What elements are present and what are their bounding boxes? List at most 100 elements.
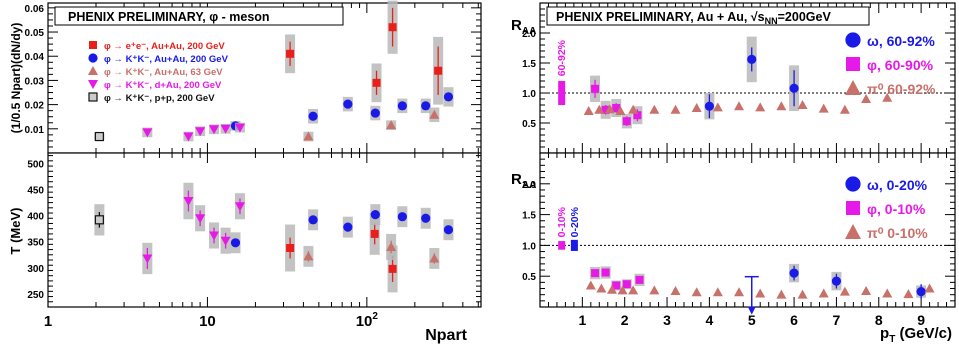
legend-marker (88, 53, 98, 63)
legend-marker (846, 57, 860, 71)
data-point (615, 106, 626, 115)
legend-marker (846, 201, 860, 215)
data-point (691, 103, 702, 112)
legend-marker (845, 224, 861, 239)
legend-marker (845, 32, 861, 48)
data-point (94, 131, 104, 142)
data-point (670, 104, 681, 114)
y-tick-label: 2.0 (522, 180, 536, 191)
legend-label: φ, 60-90% (867, 57, 934, 73)
legend-marker (89, 41, 97, 49)
data-point (916, 287, 926, 297)
legend-label: φ → K⁺K⁻, Au+Au, 200 GeV (104, 54, 229, 65)
data-point (372, 78, 381, 87)
right-bottom-ylabel: RAA (511, 171, 536, 191)
right-bottom-marks: 0-10% 0-20% (556, 206, 935, 315)
left-legend: φ → e⁺e⁻, Au+Au, 200 GeV φ → K⁺K⁻, Au+Au,… (88, 41, 229, 104)
data-point (286, 49, 295, 58)
data-point (882, 288, 893, 298)
right-banner-box (546, 6, 870, 26)
data-point (670, 285, 681, 295)
y-tick-label: 1.5 (522, 211, 536, 222)
data-point (797, 289, 808, 299)
data-point (818, 103, 829, 113)
y-tick-label: 0.01 (25, 125, 45, 136)
y-tick-label: 350 (27, 238, 44, 249)
data-point (734, 101, 745, 111)
data-point (183, 197, 194, 207)
right-xlabel-tail: (GeV/c) (895, 325, 952, 342)
data-point (585, 280, 596, 290)
left-bottom-axes: 1 10 102 250 300 350 400 450 500 (27, 153, 481, 330)
legend-marker (845, 176, 861, 192)
data-point (831, 276, 842, 286)
x-tick-label: 8 (875, 312, 883, 328)
data-point (209, 125, 220, 135)
data-point (397, 212, 407, 222)
data-point (622, 117, 631, 126)
right-banner: PHENIX PRELIMINARY, Au + Au, √sNN=200GeV (556, 10, 831, 26)
y-tick-label: 400 (27, 212, 44, 223)
data-point (220, 236, 231, 246)
y-tick-label: 450 (27, 186, 44, 197)
data-point (234, 202, 245, 212)
legend-label: φ → K⁺K⁻, p+p, 200 GeV (104, 93, 215, 104)
right-bottom-ylabel-main: R (511, 171, 522, 188)
data-point (776, 101, 787, 111)
data-point (649, 285, 660, 295)
norm-bar (558, 241, 566, 250)
left-top-frame (47, 2, 482, 154)
x-tick-label: 5 (748, 312, 756, 328)
data-point (612, 281, 621, 290)
y-tick-label: 500 (27, 159, 44, 170)
data-point (861, 94, 872, 103)
data-point (755, 288, 766, 298)
data-point (343, 99, 353, 109)
y-tick-label: 0.04 (25, 52, 45, 63)
right-xlabel: pT (GeV/c) (880, 325, 952, 345)
x-tick-label: 7 (833, 312, 841, 328)
data-point (622, 280, 631, 289)
data-point (209, 231, 220, 241)
left-top-axes: 0.01 0.02 0.03 0.04 0.05 0.06 (25, 3, 481, 153)
norm-bar (570, 239, 578, 251)
data-point (421, 213, 431, 223)
legend-marker (845, 80, 861, 95)
norm-label: 0-10% (556, 206, 568, 237)
right-bottom-frame (539, 152, 956, 308)
x-tick-label: 9 (917, 312, 925, 328)
data-point (617, 285, 628, 295)
left-bottom-marks (94, 182, 454, 293)
right-xlabel-main: p (880, 325, 889, 342)
data-point (776, 289, 787, 299)
data-point (628, 104, 639, 114)
data-point (386, 241, 397, 251)
y-tick-label: 250 (27, 290, 44, 301)
legend-marker (88, 92, 98, 102)
data-point (234, 123, 245, 133)
legend-label: φ, 0-10% (867, 201, 926, 217)
data-point (601, 268, 610, 277)
y-tick-label: 300 (27, 264, 44, 275)
data-point (712, 287, 723, 297)
y-tick-label: 0.06 (25, 4, 45, 15)
y-tick-label: 1.5 (522, 59, 536, 70)
legend-label: φ → K⁺K⁻, Au+Au, 63 GeV (104, 67, 223, 78)
data-point (604, 104, 615, 114)
right-banner-main: PHENIX PRELIMINARY, Au + Au, √s (556, 10, 765, 24)
data-point (839, 104, 850, 114)
right-banner-sub: NN (765, 16, 778, 26)
data-point (649, 104, 660, 114)
data-point (712, 102, 723, 112)
left-panel: 0.01 0.02 0.03 0.04 0.05 0.06 1 10 102 250 300 350… (8, 0, 482, 344)
data-point (635, 275, 644, 284)
right-panel: 0.5 1.0 1.5 2.0 1 2 3 4 5 6 7 8 9 0.5 1.0 1.5 2.0 60-92… (511, 2, 956, 345)
data-point (903, 289, 914, 299)
data-point (591, 84, 600, 93)
x-tick-label: 102 (356, 311, 379, 330)
right-top-legend: ω, 60-92% φ, 60-90% π⁰ 60-92% (845, 32, 936, 97)
y-tick-label: 1.0 (522, 89, 536, 100)
legend-marker (88, 66, 98, 75)
data-point (230, 238, 241, 248)
